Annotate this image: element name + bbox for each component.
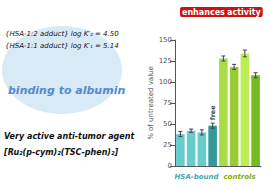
svg-text:free: free — [209, 105, 217, 120]
svg-text:{HSA-1:1 adduct} log K′₁ = 5.1: {HSA-1:1 adduct} log K′₁ = 5.14 — [5, 42, 119, 50]
svg-text:0: 0 — [168, 162, 172, 170]
svg-text:100: 100 — [159, 78, 172, 86]
svg-text:HSA-bound: HSA-bound — [174, 173, 219, 181]
svg-text:25: 25 — [163, 141, 172, 149]
svg-text:{HSA-1:2 adduct} log K′₂ = 4.5: {HSA-1:2 adduct} log K′₂ = 4.50 — [5, 30, 119, 38]
svg-text:150: 150 — [159, 36, 172, 44]
svg-text:50: 50 — [163, 120, 172, 128]
svg-text:Very active anti-tumor agent: Very active anti-tumor agent — [4, 132, 135, 141]
svg-text:binding to albumin: binding to albumin — [8, 84, 125, 97]
svg-text:% of untreated value: % of untreated value — [147, 66, 155, 140]
svg-text:[Ru₂(p-cym)₂(TSC-phen)₂]: [Ru₂(p-cym)₂(TSC-phen)₂] — [3, 148, 119, 157]
svg-text:controls: controls — [223, 173, 255, 181]
svg-text:enhances: enhances — [182, 8, 225, 17]
svg-text:125: 125 — [159, 57, 172, 65]
svg-text:activity: activity — [227, 8, 261, 17]
svg-text:75: 75 — [163, 99, 172, 107]
